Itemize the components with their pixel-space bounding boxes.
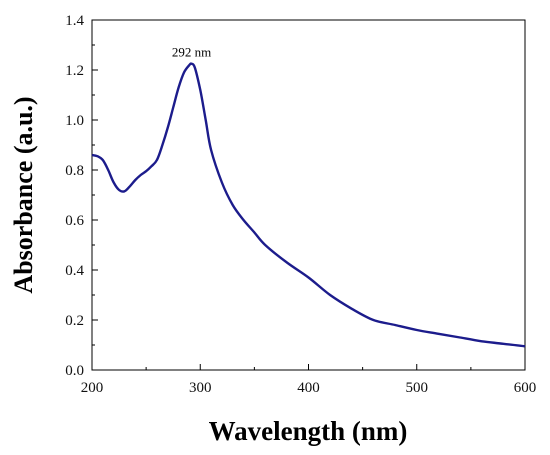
y-tick-label: 0.8 [65, 163, 84, 179]
y-tick-label: 1.4 [65, 13, 84, 29]
y-tick-label: 0.4 [65, 263, 84, 279]
y-tick-label: 0.0 [65, 363, 84, 379]
y-tick-label: 1.0 [65, 113, 84, 129]
absorbance-curve [91, 62, 526, 348]
x-tick-label: 400 [297, 380, 320, 396]
y-axis-title: Absorbance (a.u.) [9, 96, 38, 293]
x-tick-label: 500 [406, 380, 429, 396]
peak-annotation: 292 nm [172, 45, 211, 60]
y-tick-label: 0.2 [65, 313, 84, 329]
y-tick-label: 1.2 [65, 63, 84, 79]
x-tick-label: 300 [189, 380, 212, 396]
x-axis-ticks: 200 300 400 500 600 [81, 364, 537, 396]
y-axis-ticks: 0.0 0.2 0.4 0.6 0.8 1.0 1.2 1.4 [65, 13, 98, 379]
plot-frame [91, 19, 526, 371]
y-tick-label: 0.6 [65, 213, 84, 229]
x-tick-label: 200 [81, 380, 104, 396]
x-axis-title: Wavelength (nm) [209, 416, 408, 446]
x-tick-label: 600 [514, 380, 537, 396]
